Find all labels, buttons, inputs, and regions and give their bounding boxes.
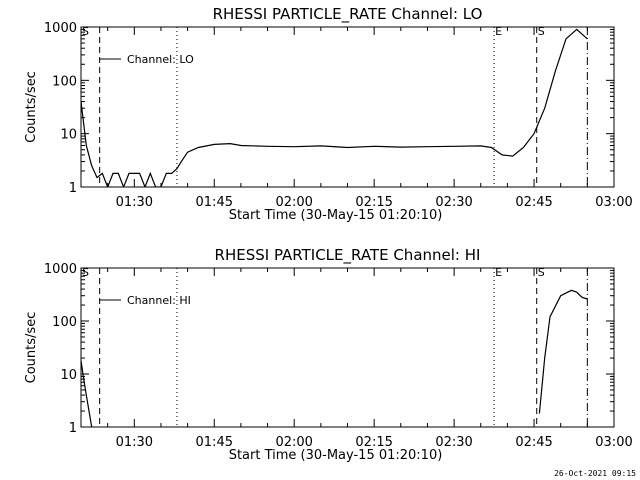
y-tick-label: 1000 (44, 262, 77, 277)
y-tick-label: 100 (52, 315, 77, 330)
y-tick-label: 1000 (44, 21, 77, 36)
x-axis-label: Start Time (30-May-15 01:20:10) (229, 448, 443, 463)
x-tick-label: 03:00 (595, 195, 632, 210)
plot-frame (80, 267, 615, 428)
y-tick-label: 1 (69, 181, 77, 196)
y-tick-label: 10 (60, 368, 77, 383)
y-tick-label: 100 (52, 74, 77, 89)
footer-timestamp: 26-Oct-2021 09:15 (554, 469, 636, 478)
event-marker-label: E (495, 25, 502, 38)
event-marker-label: E (495, 266, 502, 279)
x-tick-label: 02:30 (435, 435, 472, 450)
x-tick-label: 02:00 (275, 435, 312, 450)
x-tick-label: 01:45 (196, 195, 233, 210)
legend-label: Channel: HI (127, 294, 191, 307)
x-tick-label: 02:45 (515, 195, 552, 210)
y-tick-label: 10 (60, 128, 77, 143)
series-line (81, 28, 588, 187)
x-tick-label: 02:15 (355, 435, 392, 450)
event-marker-label: S (538, 25, 545, 38)
x-tick-label: 01:45 (196, 435, 233, 450)
series-line (81, 360, 93, 427)
plot-frame (80, 26, 615, 188)
y-axis-label: Counts/sec (24, 71, 39, 143)
x-tick-label: 02:45 (515, 435, 552, 450)
panel-channel-hi: RHESSI PARTICLE_RATE Channel: HI 1 10 100 10… (24, 246, 633, 463)
x-tick-label: 02:30 (435, 195, 472, 210)
x-tick-label: 01:30 (116, 195, 153, 210)
event-marker-label: S (538, 266, 545, 279)
event-marker-label: S (82, 266, 89, 279)
chart-title: RHESSI PARTICLE_RATE Channel: LO (213, 5, 483, 24)
legend-label: Channel: LO (127, 53, 194, 66)
x-tick-label: 01:30 (116, 435, 153, 450)
x-tick-label: 02:00 (275, 195, 312, 210)
event-marker-label: S (82, 25, 89, 38)
y-axis-label: Counts/sec (24, 312, 39, 384)
chart-title: RHESSI PARTICLE_RATE Channel: HI (215, 246, 481, 265)
x-axis-label: Start Time (30-May-15 01:20:10) (229, 208, 443, 223)
y-tick-label: 1 (69, 421, 77, 436)
panel-channel-lo: RHESSI PARTICLE_RATE Channel: LO 1 10 100 10… (24, 5, 633, 223)
x-tick-label: 02:15 (355, 195, 392, 210)
x-tick-label: 03:00 (595, 435, 632, 450)
series-line (538, 289, 588, 414)
